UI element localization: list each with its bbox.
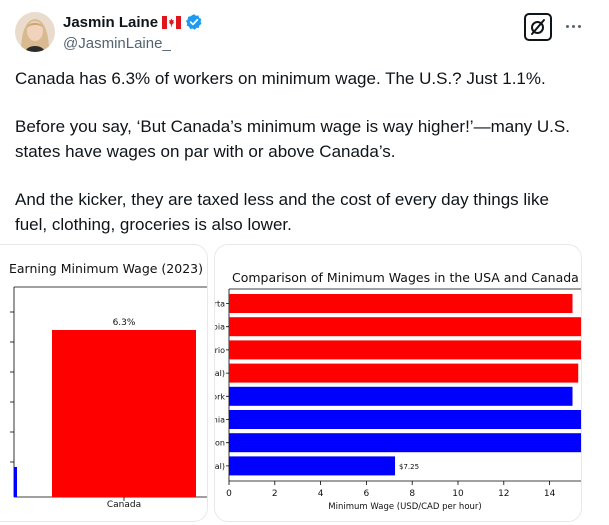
bar-4 (229, 386, 573, 406)
y-tick-label: al) (215, 369, 225, 378)
y-tick-label: on (215, 439, 225, 448)
y-tick-label: bia (215, 323, 225, 332)
chart-title: Earning Minimum Wage (2023) (9, 261, 203, 276)
chart-title: Comparison of Minimum Wages in the USA a… (232, 270, 582, 285)
bar-7 (229, 456, 396, 476)
y-tick-label: nia (215, 416, 225, 425)
avatar[interactable] (15, 12, 55, 52)
bar-canada (52, 330, 196, 497)
x-tick-label: 6 (364, 489, 370, 499)
canada-flag-icon (162, 15, 182, 29)
bar-3 (229, 363, 579, 383)
x-tick-label: 8 (409, 489, 415, 499)
tweet-line: Before you say, ‘But Canada’s minimum wa… (15, 117, 570, 136)
bar-5 (229, 410, 581, 429)
y-tick-label: rta (215, 300, 225, 309)
author-name-row: Jasmin Laine (63, 13, 203, 31)
x-tick-label: 2 (272, 489, 278, 499)
tweet-line: And the kicker, they are taxed less and … (15, 190, 549, 209)
tweet-line: fuel, clothing, groceries is also lower. (15, 215, 292, 234)
more-options-icon[interactable] (563, 16, 583, 36)
y-tick-label: rio (215, 346, 225, 355)
bar-1 (229, 317, 581, 337)
bar-data-label: 6.3% (113, 318, 136, 328)
author-display-name[interactable]: Jasmin Laine (63, 13, 159, 31)
x-tick-label: 0 (226, 489, 232, 499)
bar-6 (229, 433, 581, 453)
x-tick-label: Canada (107, 500, 141, 510)
y-tick-label: ork (215, 392, 225, 401)
x-tick-label: 10 (452, 489, 464, 499)
bar-data-label: $7.25 (399, 463, 419, 471)
grok-icon[interactable] (524, 13, 552, 41)
bar-2 (229, 340, 581, 360)
tweet-text: Canada has 6.3% of workers on minimum wa… (15, 66, 595, 237)
chart-image-right[interactable]: Comparison of Minimum Wages in the USA a… (214, 244, 582, 522)
bar-partial (14, 467, 17, 497)
x-tick-label: 12 (498, 489, 509, 499)
x-tick-label: 4 (318, 489, 324, 499)
y-tick-label: al) (215, 462, 225, 471)
bar-0 (229, 294, 573, 313)
tweet-line: states have wages on par with or above C… (15, 142, 396, 161)
x-axis-label: Minimum Wage (USD/CAD per hour) (328, 502, 481, 512)
verified-badge-icon[interactable] (185, 13, 203, 31)
author-handle[interactable]: @JasminLaine_ (63, 35, 171, 52)
chart-image-left[interactable]: Earning Minimum Wage (2023) 6.3% Canada (0, 244, 208, 522)
tweet-line: Canada has 6.3% of workers on minimum wa… (15, 69, 546, 88)
x-tick-label: 14 (544, 489, 556, 499)
